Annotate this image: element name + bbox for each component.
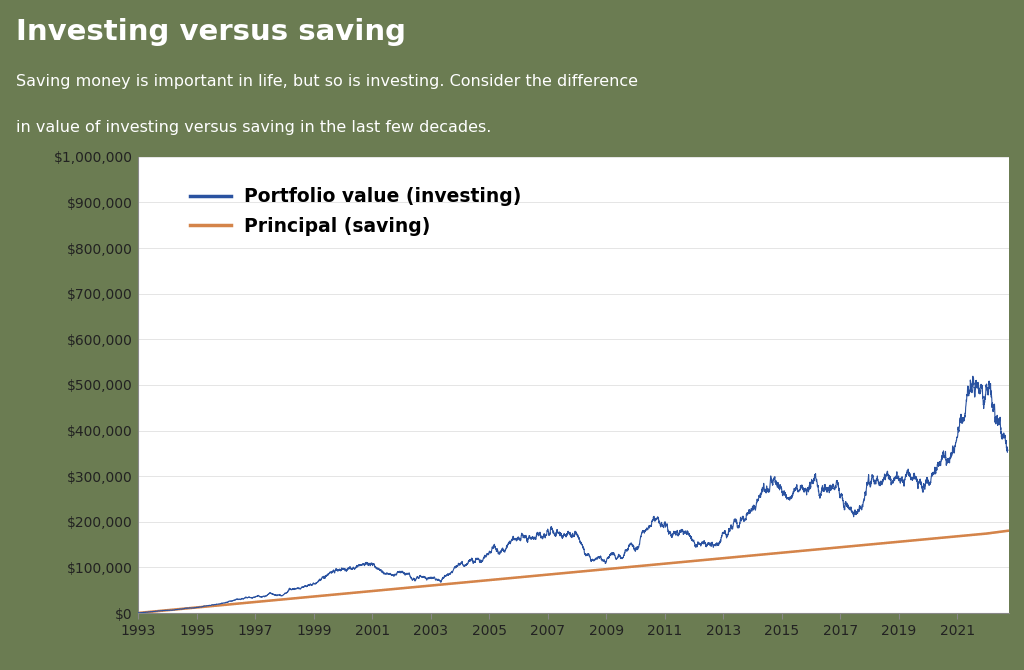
Text: Saving money is important in life, but so is investing. Consider the difference: Saving money is important in life, but s… (16, 74, 638, 89)
Text: in value of investing versus saving in the last few decades.: in value of investing versus saving in t… (16, 120, 492, 135)
Legend: Portfolio value (investing), Principal (saving): Portfolio value (investing), Principal (… (182, 180, 529, 243)
Text: Investing versus saving: Investing versus saving (16, 19, 407, 46)
